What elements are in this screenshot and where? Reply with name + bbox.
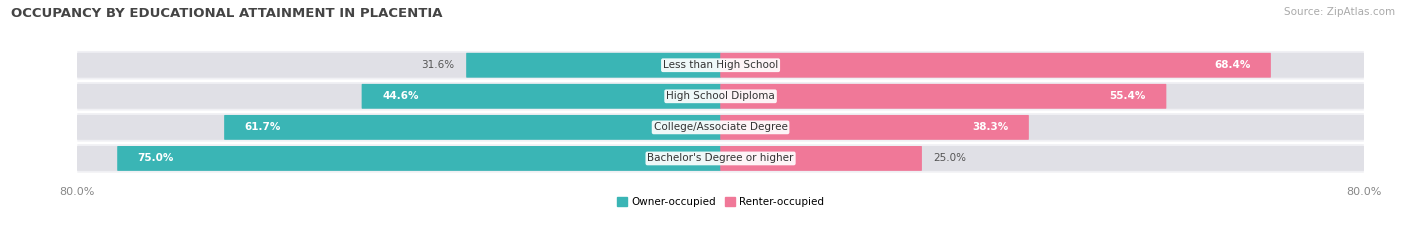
Text: College/Associate Degree: College/Associate Degree (654, 122, 787, 132)
Text: 61.7%: 61.7% (245, 122, 281, 132)
Text: 44.6%: 44.6% (382, 91, 419, 101)
FancyBboxPatch shape (224, 115, 721, 140)
Text: 31.6%: 31.6% (422, 60, 454, 70)
FancyBboxPatch shape (720, 146, 922, 171)
FancyBboxPatch shape (117, 146, 721, 171)
FancyBboxPatch shape (361, 84, 721, 109)
FancyBboxPatch shape (77, 84, 1364, 109)
FancyBboxPatch shape (77, 115, 1364, 140)
FancyBboxPatch shape (77, 53, 1364, 78)
Text: 38.3%: 38.3% (972, 122, 1008, 132)
FancyBboxPatch shape (720, 115, 1029, 140)
FancyBboxPatch shape (77, 82, 1364, 111)
Text: Less than High School: Less than High School (664, 60, 778, 70)
FancyBboxPatch shape (77, 113, 1364, 142)
Text: 75.0%: 75.0% (138, 154, 174, 163)
FancyBboxPatch shape (77, 51, 1364, 79)
FancyBboxPatch shape (77, 146, 1364, 171)
Legend: Owner-occupied, Renter-occupied: Owner-occupied, Renter-occupied (617, 197, 824, 207)
FancyBboxPatch shape (720, 84, 1167, 109)
Text: 68.4%: 68.4% (1213, 60, 1250, 70)
FancyBboxPatch shape (720, 53, 1271, 78)
FancyBboxPatch shape (77, 144, 1364, 173)
Text: Bachelor's Degree or higher: Bachelor's Degree or higher (647, 154, 794, 163)
FancyBboxPatch shape (467, 53, 721, 78)
Text: 25.0%: 25.0% (934, 154, 967, 163)
Text: 55.4%: 55.4% (1109, 91, 1146, 101)
Text: OCCUPANCY BY EDUCATIONAL ATTAINMENT IN PLACENTIA: OCCUPANCY BY EDUCATIONAL ATTAINMENT IN P… (11, 7, 443, 20)
Text: Source: ZipAtlas.com: Source: ZipAtlas.com (1284, 7, 1395, 17)
Text: High School Diploma: High School Diploma (666, 91, 775, 101)
